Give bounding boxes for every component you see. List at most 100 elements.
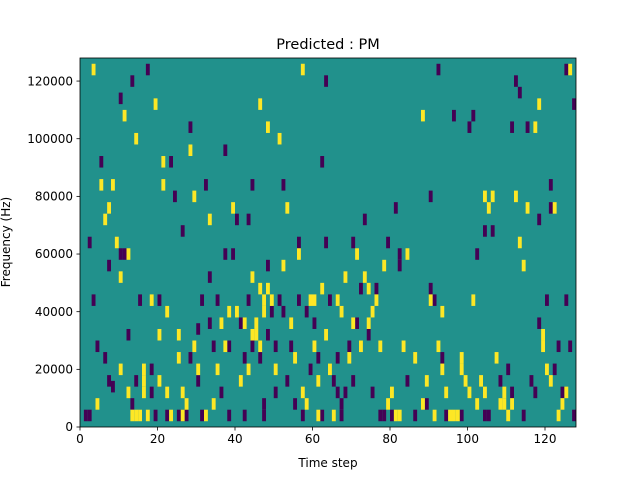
heatmap-cell-high bbox=[483, 190, 487, 203]
heatmap-cell-low bbox=[281, 305, 286, 318]
heatmap-cell-low bbox=[347, 340, 352, 353]
heatmap-cell-high bbox=[390, 386, 394, 399]
heatmap-cell-low bbox=[459, 409, 464, 422]
heatmap-cell-low bbox=[483, 225, 487, 237]
heatmap-cell-low bbox=[312, 317, 317, 329]
heatmap-cell-low bbox=[227, 340, 232, 353]
heatmap-cell-low bbox=[235, 213, 239, 226]
heatmap-cell-low bbox=[227, 409, 232, 422]
heatmap-cell-low bbox=[386, 236, 391, 249]
heatmap-cell-high bbox=[300, 386, 305, 399]
heatmap-cell-low bbox=[529, 375, 534, 387]
heatmap-cell-low bbox=[428, 282, 433, 295]
heatmap-cell-high bbox=[176, 352, 181, 364]
heatmap-cell-low bbox=[95, 340, 100, 353]
heatmap-cell-high bbox=[502, 398, 507, 410]
heatmap-cell-high bbox=[479, 375, 484, 387]
heatmap-cell-high bbox=[180, 386, 185, 399]
heatmap-cell-low bbox=[297, 294, 301, 306]
heatmap-cell-low bbox=[250, 340, 255, 353]
heatmap-cell-low bbox=[560, 386, 565, 399]
heatmap-cell-low bbox=[231, 248, 236, 260]
heatmap-cell-high bbox=[494, 352, 499, 364]
heatmap-cell-low bbox=[572, 98, 577, 110]
heatmap-cell-high bbox=[405, 248, 410, 260]
heatmap-cell-high bbox=[393, 409, 398, 422]
heatmap-cell-low bbox=[339, 409, 344, 422]
heatmap-cell-high bbox=[343, 271, 348, 283]
heatmap-cell-high bbox=[176, 328, 181, 341]
x-tick-label: 0 bbox=[76, 432, 84, 446]
heatmap-cell-high bbox=[308, 294, 313, 306]
heatmap-cell-low bbox=[297, 236, 301, 249]
heatmap-cell-high bbox=[541, 328, 546, 341]
heatmap-cell-low bbox=[145, 63, 150, 76]
heatmap-cell-high bbox=[258, 340, 263, 353]
heatmap-cell-low bbox=[483, 409, 487, 422]
heatmap-cell-low bbox=[471, 109, 476, 122]
heatmap-cell-high bbox=[95, 398, 100, 410]
heatmap-cell-low bbox=[107, 259, 112, 272]
heatmap-cell-high bbox=[560, 398, 565, 410]
heatmap-cell-low bbox=[219, 386, 224, 399]
heatmap-cell-high bbox=[459, 363, 464, 376]
heatmap-cell-high bbox=[548, 375, 553, 387]
heatmap-cell-low bbox=[238, 317, 243, 329]
heatmap-cell-high bbox=[258, 282, 263, 295]
heatmap-cell-low bbox=[169, 156, 174, 168]
heatmap-cell-low bbox=[359, 282, 363, 295]
heatmap-cell-high bbox=[324, 328, 329, 341]
heatmap-cell-low bbox=[405, 375, 410, 387]
heatmap-cell-high bbox=[142, 363, 146, 376]
heatmap-cell-low bbox=[537, 317, 542, 329]
heatmap-cell-high bbox=[471, 294, 476, 306]
heatmap-cell-low bbox=[320, 409, 325, 422]
heatmap-cell-low bbox=[452, 109, 456, 122]
x-tick-label: 60 bbox=[305, 432, 320, 446]
x-tick-label: 20 bbox=[150, 432, 165, 446]
heatmap-cell-high bbox=[266, 282, 270, 295]
heatmap-cell-high bbox=[142, 375, 146, 387]
y-tick-label: 60000 bbox=[35, 247, 73, 261]
heatmap-cell-low bbox=[397, 259, 402, 272]
heatmap-cell-low bbox=[83, 409, 88, 422]
y-tick-label: 20000 bbox=[35, 363, 73, 377]
heatmap-cell-high bbox=[165, 305, 170, 318]
heatmap-cell-high bbox=[467, 386, 472, 399]
x-axis-label: Time step bbox=[297, 456, 357, 470]
heatmap-cell-high bbox=[122, 109, 127, 122]
heatmap-cell-high bbox=[564, 386, 569, 399]
heatmap-cell-low bbox=[382, 409, 387, 422]
heatmap-cell-low bbox=[200, 409, 205, 422]
heatmap-cell-low bbox=[308, 363, 313, 376]
heatmap-cell-high bbox=[192, 340, 197, 353]
heatmap-cell-high bbox=[142, 386, 146, 399]
heatmap-cell-low bbox=[103, 352, 108, 364]
heatmap-cell-high bbox=[169, 409, 174, 422]
heatmap-cell-high bbox=[289, 317, 294, 329]
heatmap-cell-high bbox=[386, 398, 391, 410]
x-tick-label: 40 bbox=[227, 432, 242, 446]
heatmap-cell-high bbox=[258, 98, 263, 110]
heatmap-cell-high bbox=[455, 409, 460, 422]
heatmap-cell-low bbox=[413, 409, 418, 422]
heatmap-cell-high bbox=[362, 271, 367, 283]
heatmap-cell-low bbox=[331, 375, 336, 387]
heatmap-cell-low bbox=[393, 202, 398, 214]
heatmap-cell-low bbox=[196, 323, 201, 335]
heatmap-cell-high bbox=[266, 121, 270, 133]
heatmap-cell-low bbox=[277, 294, 282, 306]
heatmap-cell-low bbox=[300, 409, 305, 422]
chart-title: Predicted : PM bbox=[276, 37, 379, 53]
heatmap-cell-low bbox=[207, 317, 212, 329]
heatmap-cell-low bbox=[207, 271, 212, 283]
heatmap-cell-high bbox=[424, 375, 429, 387]
heatmap-cell-low bbox=[126, 328, 131, 341]
heatmap-cell-low bbox=[211, 340, 216, 353]
heatmap-cell-low bbox=[215, 294, 220, 306]
heatmap-cell-low bbox=[165, 409, 170, 422]
heatmap-cell-low bbox=[188, 121, 193, 133]
heatmap-cell-low bbox=[568, 340, 573, 353]
heatmap-cell-high bbox=[316, 375, 321, 387]
heatmap-cell-high bbox=[281, 259, 286, 272]
